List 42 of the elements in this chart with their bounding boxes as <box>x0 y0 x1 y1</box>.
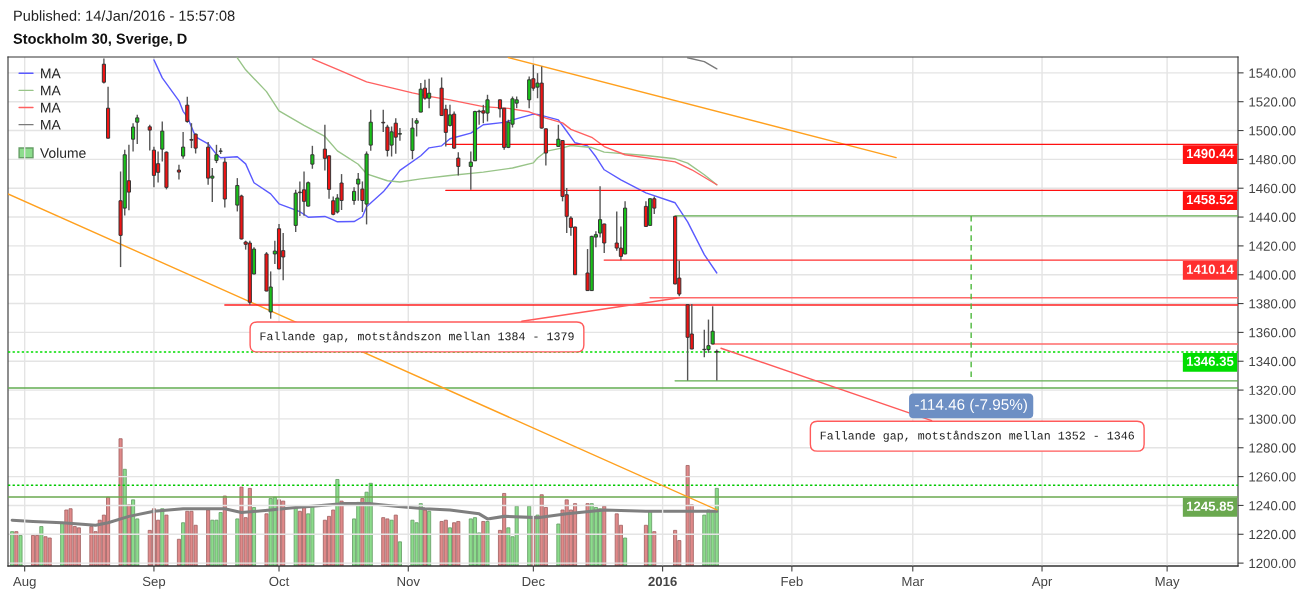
y-tick-label: 1220.00 <box>1249 529 1296 540</box>
y-tick-label: 1380.00 <box>1249 299 1296 309</box>
legend-label: MA <box>41 102 61 113</box>
y-tick-label: 1500.00 <box>1249 126 1296 136</box>
data-label: 1410.14 <box>1186 264 1234 274</box>
y-tick-label: 1360.00 <box>1249 327 1296 338</box>
y-tick-label: 1460.00 <box>1249 183 1296 194</box>
x-tick-label: Oct <box>269 576 290 587</box>
annotation: Fallande gap, motståndszon mellan 1384 - 1379 <box>260 331 574 343</box>
y-tick-label: 1340.00 <box>1249 356 1296 367</box>
chart-title: Stockholm 30, Sverige, D <box>13 33 187 47</box>
legend-label: MA <box>41 119 61 130</box>
y-tick-label: 1480.00 <box>1249 154 1296 165</box>
legend-label: MA <box>41 85 61 96</box>
y-tick-label: 1200.00 <box>1249 558 1296 569</box>
data-label: 1490.44 <box>1186 148 1234 159</box>
y-tick-label: 1420.00 <box>1249 241 1296 251</box>
x-tick-label: Apr <box>1031 576 1053 589</box>
text: Published: 14/Jan/2016 - 15:57:08 <box>14 10 235 21</box>
legend-label: MA <box>41 68 61 79</box>
x-tick-label: May <box>1155 576 1180 589</box>
y-tick-label: 1300.00 <box>1249 414 1296 424</box>
y-tick-label: 1320.00 <box>1249 385 1296 395</box>
x-tick-label: Nov <box>397 576 420 587</box>
x-tick-label: Sep <box>142 576 166 589</box>
x-tick-label: Aug <box>12 576 36 589</box>
y-tick-label: 1540.00 <box>1249 68 1296 78</box>
ref-line-label: 1245.85 <box>1186 501 1234 511</box>
x-tick-label: 2016 <box>648 576 677 587</box>
y-tick-label: 1240.00 <box>1249 501 1296 511</box>
x-tick-label: Feb <box>781 576 803 587</box>
x-tick-label: Mar <box>902 576 924 587</box>
data-label: 1458.52 <box>1186 194 1234 205</box>
y-tick-label: 1520.00 <box>1249 97 1296 107</box>
ref-line-label: 1346.35 <box>1186 356 1234 366</box>
y-tick-label: 1260.00 <box>1249 472 1296 482</box>
y-tick-label: 1400.00 <box>1249 270 1296 280</box>
y-tick-label: 1280.00 <box>1249 443 1296 453</box>
y-tick-label: 1440.00 <box>1249 212 1296 222</box>
annotation: Fallande gap, motståndszon mellan 1352 - 1346 <box>820 430 1134 442</box>
x-tick-label: Dec <box>522 576 545 587</box>
annotation: -114.46 (-7.95%) <box>915 398 1027 413</box>
